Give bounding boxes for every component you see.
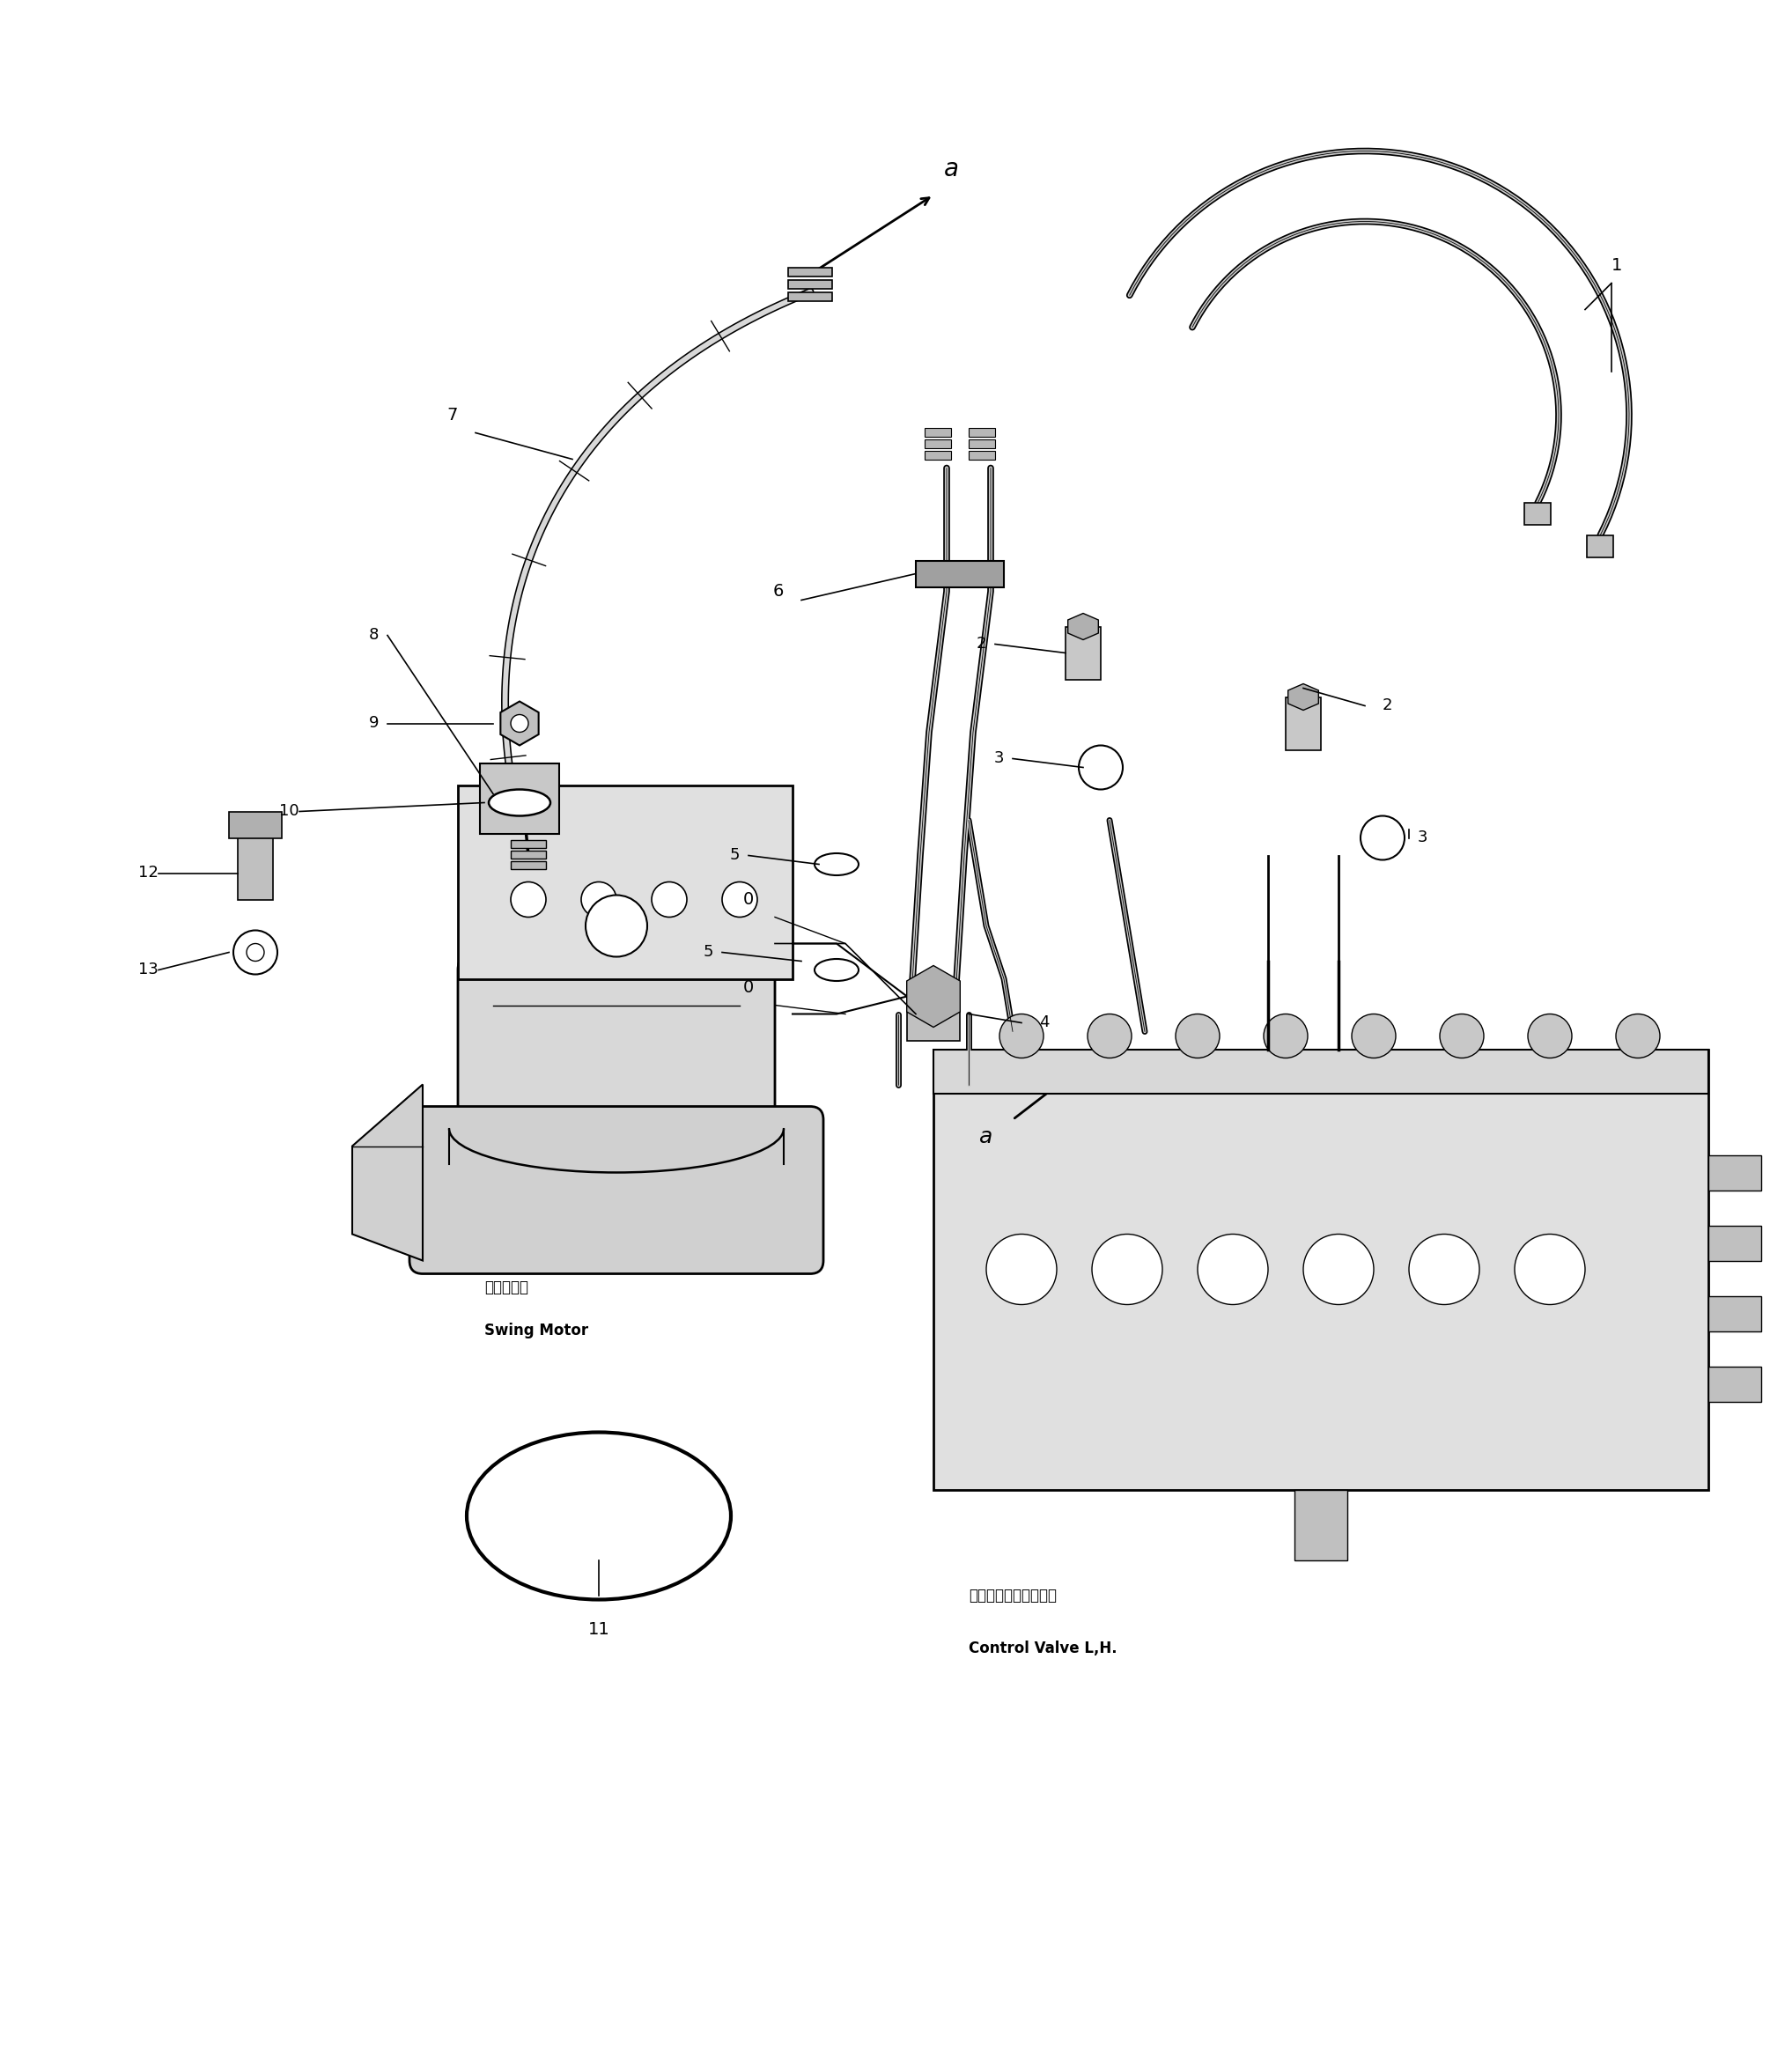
Polygon shape (352, 1084, 423, 1260)
FancyBboxPatch shape (933, 1048, 1708, 1490)
Bar (968, 427, 995, 437)
Text: 3: 3 (1418, 831, 1428, 845)
Text: 13: 13 (138, 961, 159, 978)
Text: Swing Motor: Swing Motor (485, 1324, 588, 1339)
Circle shape (1616, 1013, 1660, 1059)
Circle shape (722, 883, 758, 918)
Circle shape (581, 883, 616, 918)
Bar (1708, 1225, 1761, 1260)
Circle shape (1528, 1013, 1572, 1059)
Text: 0: 0 (743, 891, 754, 908)
Bar (1708, 1295, 1761, 1330)
Text: 2: 2 (975, 636, 986, 653)
Ellipse shape (489, 789, 550, 816)
Bar (915, 562, 1004, 586)
Bar (237, 829, 273, 899)
Text: 6: 6 (773, 582, 784, 599)
Text: コントロールバルブ左: コントロールバルブ左 (968, 1587, 1057, 1604)
Bar (512, 860, 545, 868)
Circle shape (1175, 1013, 1220, 1059)
Bar (512, 839, 545, 847)
Circle shape (1264, 1013, 1308, 1059)
Bar (933, 1048, 1708, 1094)
Text: 旋回モータ: 旋回モータ (485, 1278, 529, 1295)
Text: 5: 5 (729, 847, 740, 864)
Circle shape (1361, 816, 1405, 860)
Text: 12: 12 (138, 866, 159, 881)
Circle shape (1198, 1235, 1267, 1305)
Circle shape (651, 883, 687, 918)
Text: a: a (979, 1127, 993, 1148)
Circle shape (1303, 1235, 1374, 1305)
Polygon shape (1067, 613, 1099, 640)
Text: 10: 10 (280, 804, 299, 818)
Circle shape (586, 895, 648, 957)
Circle shape (1092, 1235, 1163, 1305)
Bar (1708, 1365, 1761, 1401)
Bar (924, 450, 950, 460)
Bar (788, 292, 832, 300)
Text: 3: 3 (993, 750, 1004, 767)
Text: 7: 7 (448, 406, 458, 423)
Circle shape (1352, 1013, 1397, 1059)
Bar (512, 850, 545, 858)
Circle shape (234, 930, 278, 974)
Circle shape (512, 883, 545, 918)
Bar (906, 997, 959, 1040)
Text: 2: 2 (1382, 698, 1393, 713)
Text: 1: 1 (1611, 257, 1623, 274)
Bar (788, 280, 832, 288)
Polygon shape (1289, 684, 1319, 711)
Polygon shape (501, 702, 538, 746)
Circle shape (1439, 1013, 1483, 1059)
FancyBboxPatch shape (458, 953, 775, 1146)
Text: 8: 8 (368, 628, 379, 642)
Bar (1708, 1154, 1761, 1189)
Circle shape (986, 1235, 1057, 1305)
Circle shape (1087, 1013, 1131, 1059)
Text: 9: 9 (368, 715, 379, 731)
Ellipse shape (814, 959, 858, 980)
Text: 4: 4 (1039, 1015, 1050, 1030)
Circle shape (512, 715, 529, 731)
Circle shape (1078, 746, 1122, 789)
Bar (788, 267, 832, 276)
Bar (1588, 535, 1614, 557)
Bar (924, 439, 950, 448)
Bar (1066, 626, 1101, 680)
FancyBboxPatch shape (409, 1106, 823, 1274)
Text: Control Valve L,H.: Control Valve L,H. (968, 1641, 1117, 1656)
Text: 11: 11 (588, 1622, 609, 1639)
Text: 0: 0 (743, 980, 754, 997)
Bar (1285, 696, 1320, 750)
Ellipse shape (814, 854, 858, 874)
Text: 5: 5 (703, 945, 713, 959)
Circle shape (246, 943, 264, 961)
FancyBboxPatch shape (480, 762, 559, 833)
Bar (968, 450, 995, 460)
Bar (924, 427, 950, 437)
Circle shape (1000, 1013, 1044, 1059)
Text: a: a (943, 155, 959, 180)
Bar (1294, 1490, 1347, 1560)
Bar (1524, 503, 1551, 524)
Circle shape (1409, 1235, 1480, 1305)
Circle shape (1515, 1235, 1586, 1305)
Bar (968, 439, 995, 448)
Bar (228, 812, 281, 837)
FancyBboxPatch shape (458, 785, 793, 978)
